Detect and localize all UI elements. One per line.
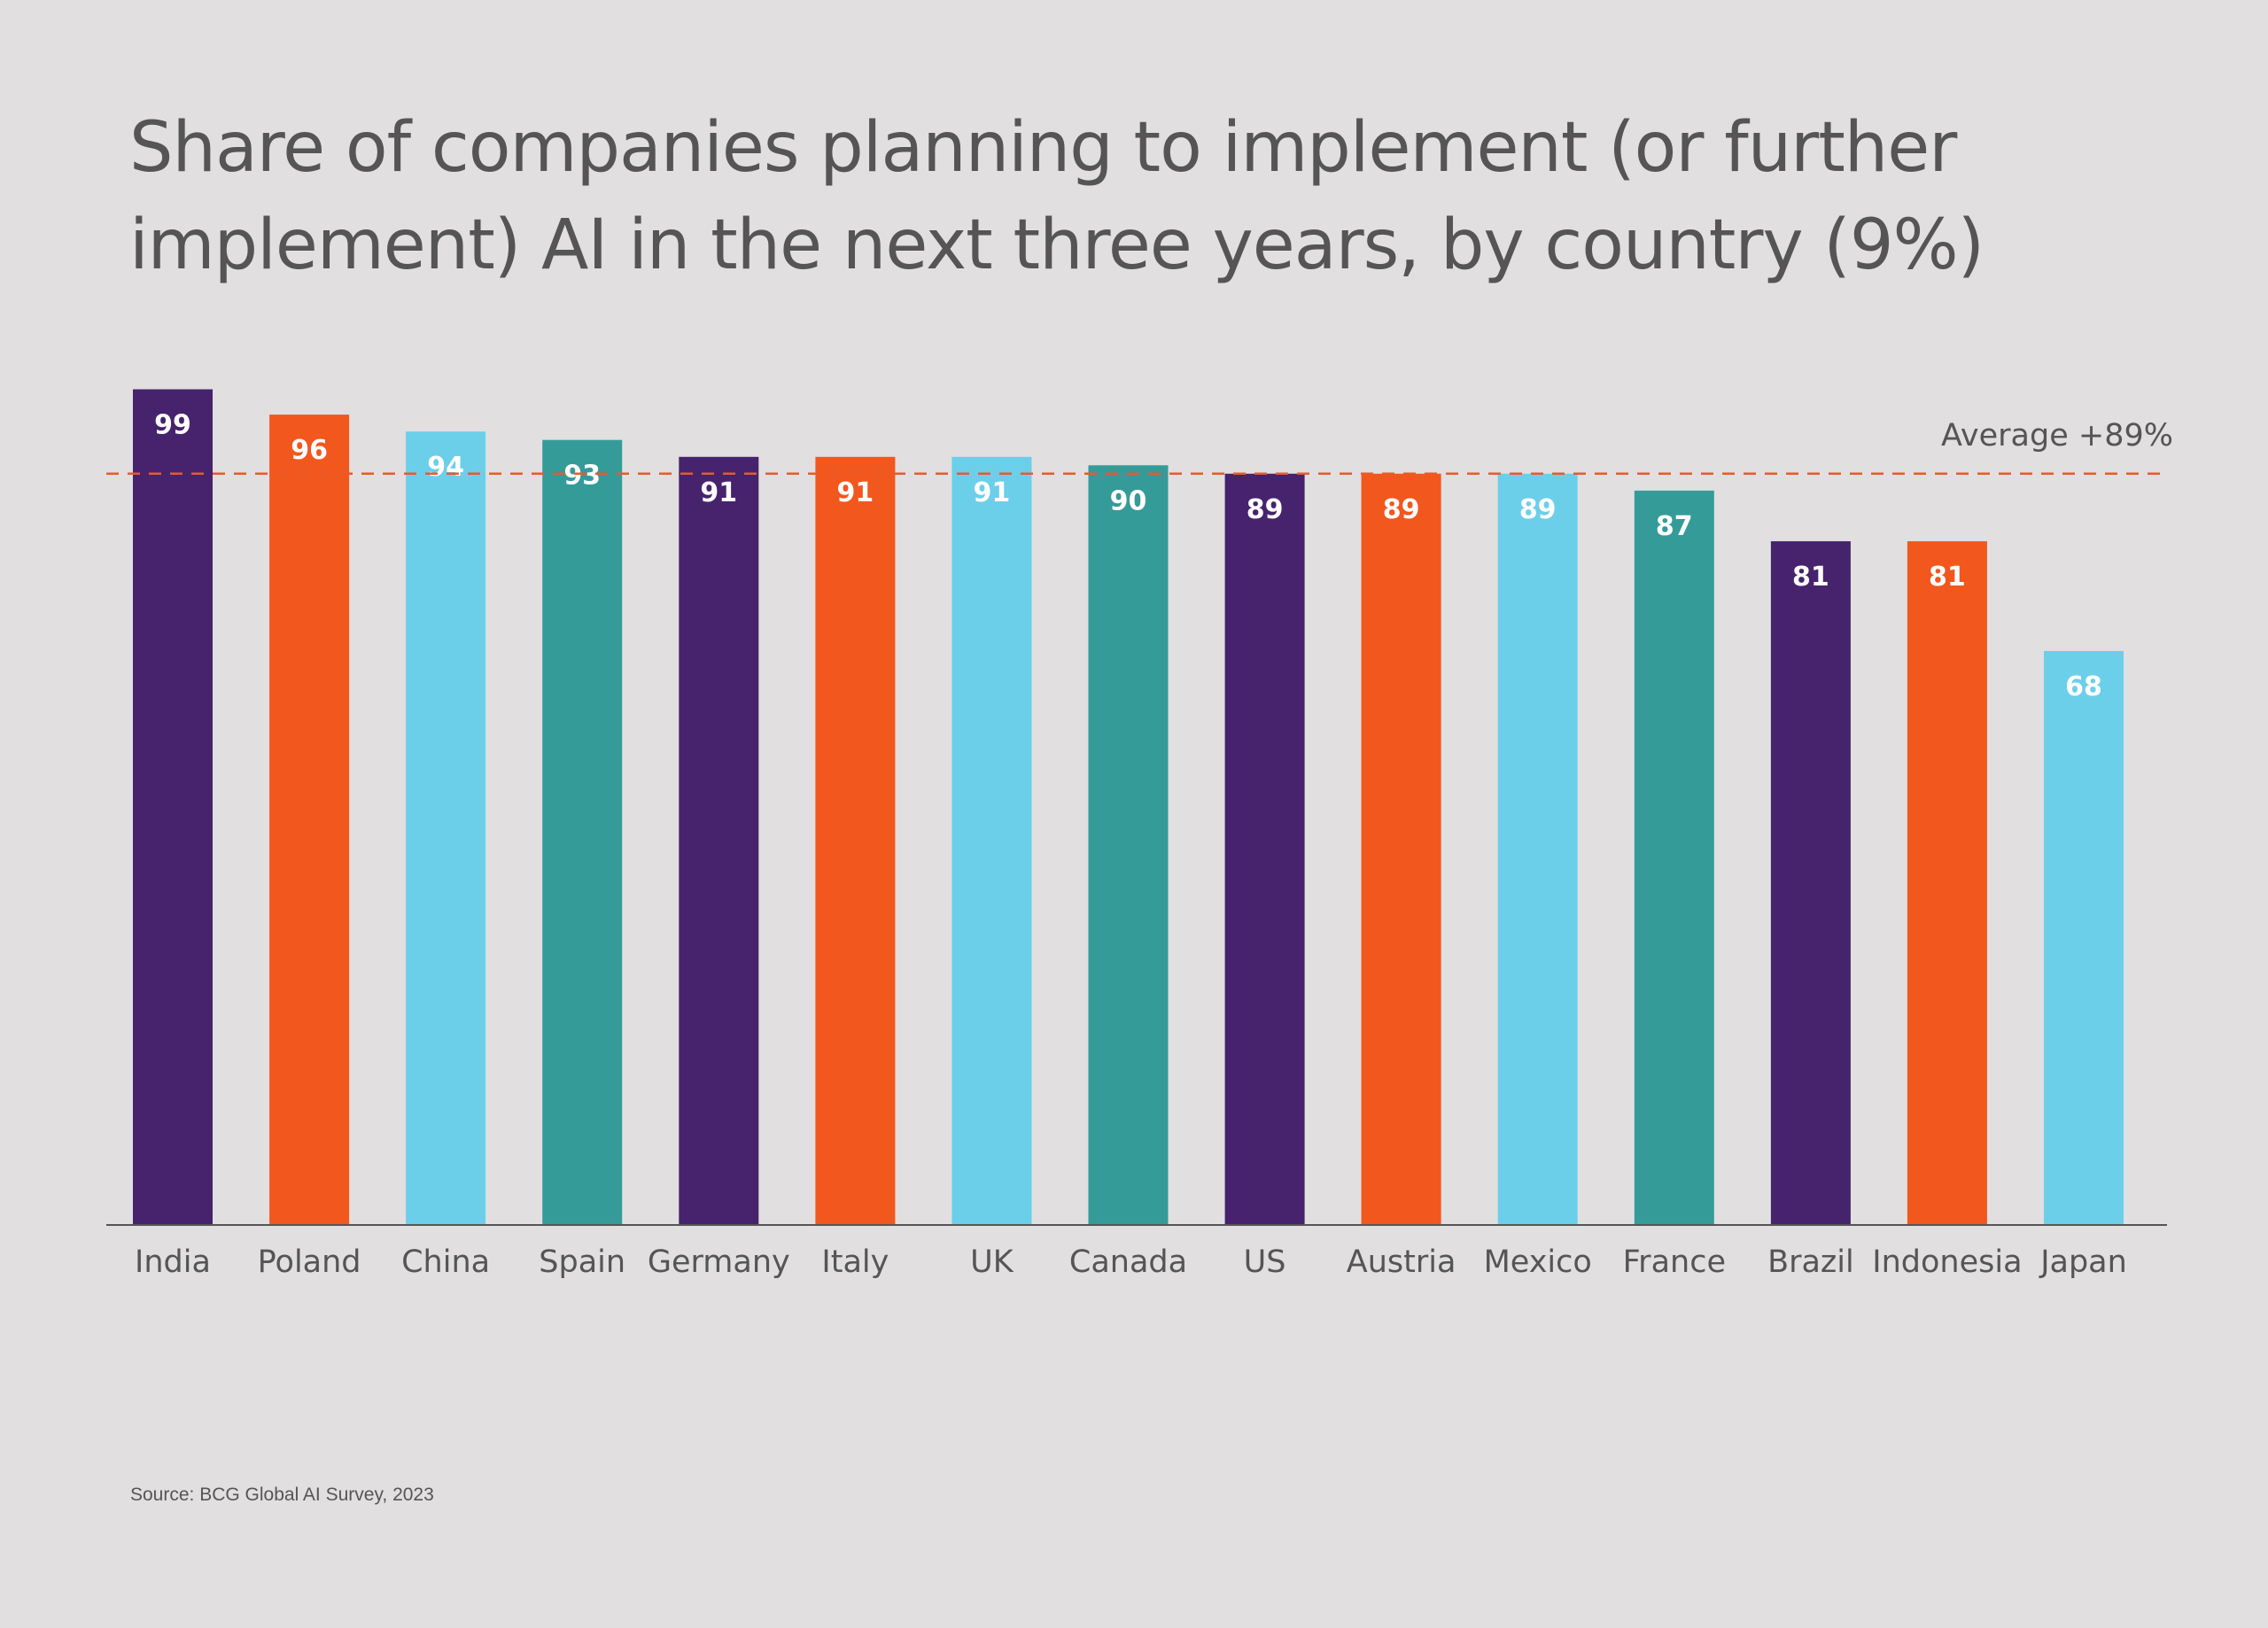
bar-brazil <box>1770 541 1851 1225</box>
category-label-mexico: Mexico <box>1484 1244 1592 1280</box>
category-label-germany: Germany <box>648 1244 790 1280</box>
data-label-indonesia: 81 <box>1929 562 1966 593</box>
category-label-us: US <box>1244 1244 1286 1280</box>
data-label-france: 87 <box>1656 511 1693 542</box>
category-label-spain: Spain <box>539 1244 625 1280</box>
bar-indonesia <box>1907 541 1987 1225</box>
source-note: Source: BCG Global AI Survey, 2023 <box>130 1485 434 1505</box>
data-label-poland: 96 <box>291 435 328 466</box>
bar-uk <box>951 456 1032 1225</box>
data-label-china: 94 <box>427 452 464 483</box>
category-label-italy: Italy <box>821 1244 889 1280</box>
bar-austria <box>1361 473 1441 1225</box>
chart-title: Share of companies planning to implement… <box>129 108 1984 285</box>
category-label-poland: Poland <box>258 1244 361 1280</box>
data-label-germany: 91 <box>700 477 737 508</box>
data-label-india: 99 <box>154 410 191 441</box>
bar-mexico <box>1497 473 1578 1225</box>
category-label-brazil: Brazil <box>1767 1244 1854 1280</box>
category-label-austria: Austria <box>1347 1244 1456 1280</box>
bar-canada <box>1088 465 1169 1225</box>
bar-us <box>1224 473 1305 1225</box>
data-label-us: 89 <box>1247 494 1284 525</box>
bar-india <box>133 389 213 1225</box>
bar-france <box>1634 490 1714 1225</box>
data-label-austria: 89 <box>1383 494 1420 525</box>
bar-italy <box>815 456 896 1225</box>
bar-poland <box>269 415 350 1226</box>
category-label-indonesia: Indonesia <box>1872 1244 2022 1280</box>
category-label-canada: Canada <box>1069 1244 1187 1280</box>
category-label-china: China <box>401 1244 490 1280</box>
data-label-uk: 91 <box>974 477 1011 508</box>
data-label-mexico: 89 <box>1519 494 1557 525</box>
category-label-japan: Japan <box>2039 1244 2127 1280</box>
average-label: Average +89% <box>1941 418 2173 454</box>
bar-germany <box>679 456 759 1225</box>
bar-spain <box>542 439 623 1225</box>
bar-china <box>406 431 486 1225</box>
data-label-italy: 91 <box>837 477 874 508</box>
data-label-brazil: 81 <box>1792 562 1829 593</box>
category-label-uk: UK <box>970 1244 1014 1280</box>
category-label-india: India <box>135 1244 211 1280</box>
data-label-japan: 68 <box>2065 671 2102 702</box>
data-label-canada: 90 <box>1110 485 1147 516</box>
bar-japan <box>2044 651 2124 1225</box>
category-label-france: France <box>1623 1244 1726 1280</box>
data-label-spain: 93 <box>563 461 601 492</box>
